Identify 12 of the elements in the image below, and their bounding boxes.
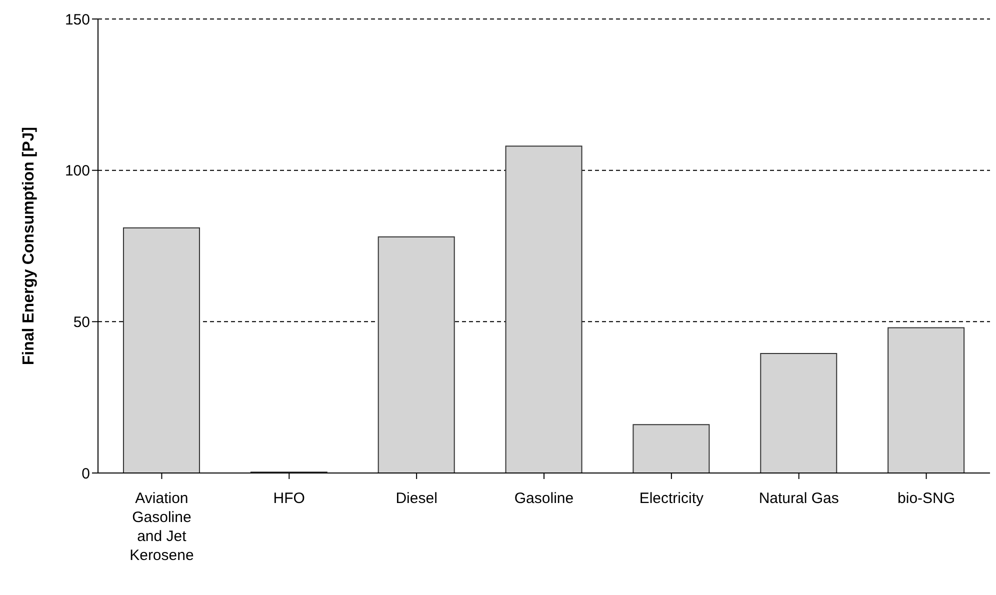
x-tick-label: bio-SNG [898,490,956,507]
y-tick-label: 0 [82,465,90,482]
x-tick-label: Aviation Gasoline and Jet Kerosene [130,490,194,564]
x-tick-label: Electricity [639,490,704,507]
y-axis-title: Final Energy Consumption [PJ] [20,126,38,366]
y-tick-label: 100 [64,162,90,180]
x-tick-label: HFO [273,490,305,507]
x-tick-label: Gasoline [514,490,574,507]
y-tick-label: 50 [73,314,90,331]
x-tick-label: Diesel [396,490,438,507]
x-tick-label: Natural Gas [758,490,839,507]
y-tick-label: 150 [64,11,90,28]
